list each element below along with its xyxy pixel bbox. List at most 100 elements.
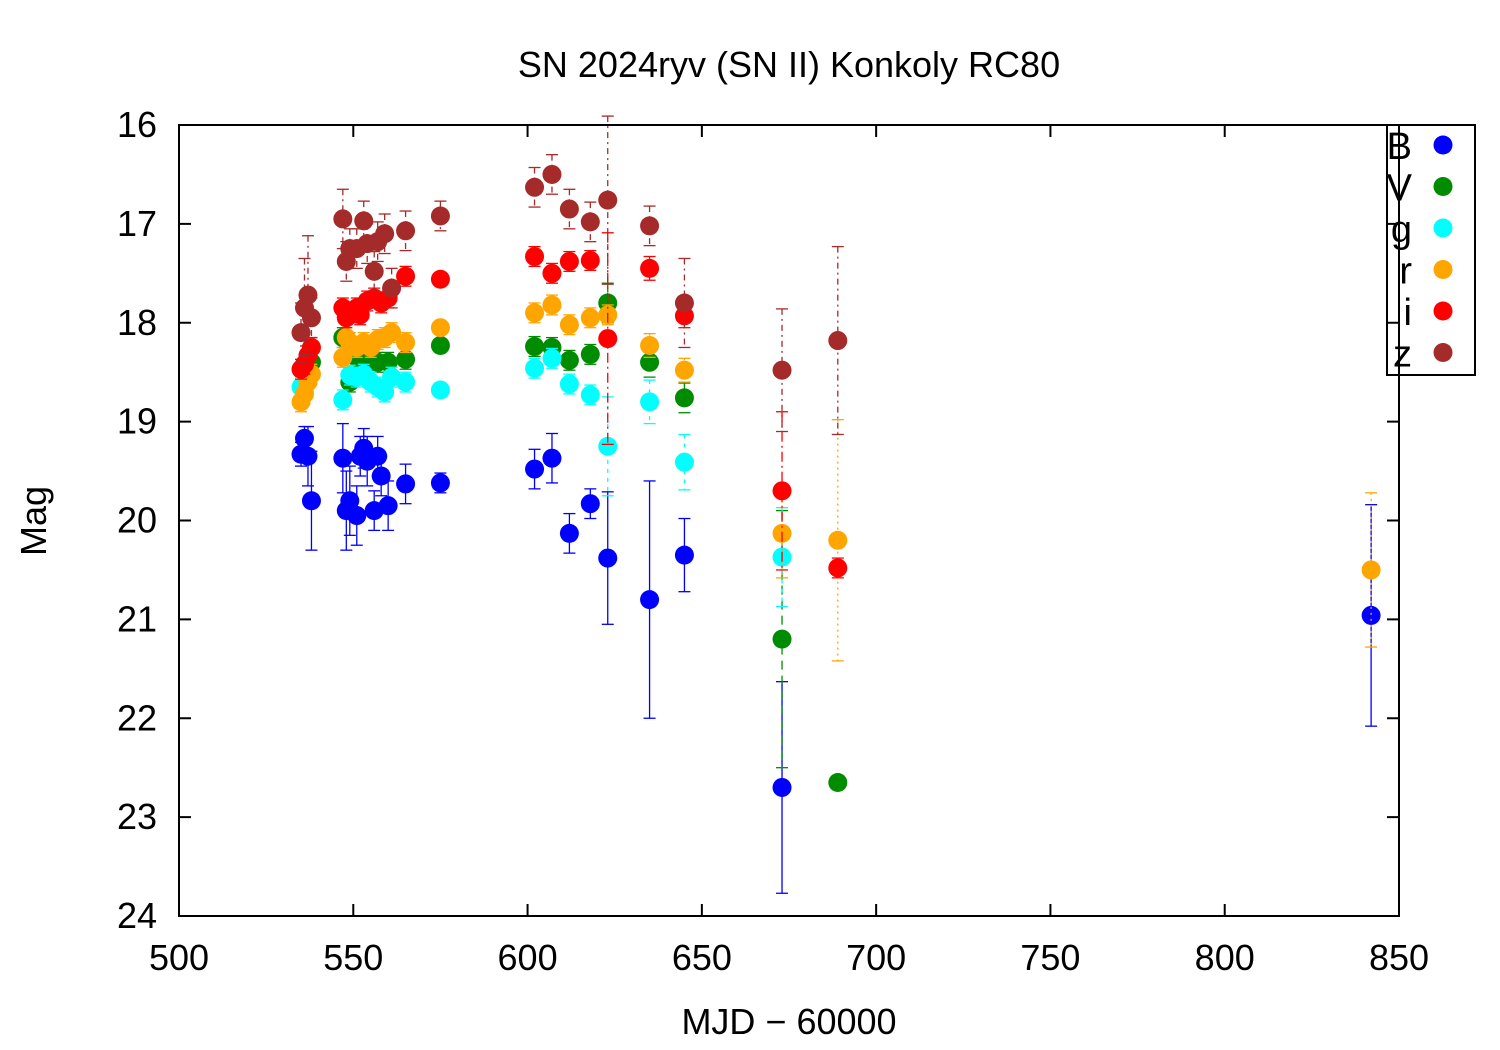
x-axis-title: MJD − 60000 [681,1001,896,1042]
data-point-i [580,250,600,270]
data-point-g [396,372,416,392]
series-g [291,347,792,608]
data-point-z [333,209,353,229]
data-point-z [364,261,384,281]
series-B [291,422,1381,894]
data-point-z [430,206,450,226]
data-point-i [542,263,562,283]
y-tick-label: 20 [117,500,157,541]
legend-label-i: i [1404,292,1412,334]
data-point-g [430,380,450,400]
data-point-g [525,358,545,378]
data-point-B [674,545,694,565]
y-tick-label: 17 [117,203,157,244]
data-point-i [396,266,416,286]
legend-marker-g [1433,218,1453,238]
data-point-z [640,216,660,236]
data-point-z [772,360,792,380]
y-tick-label: 18 [117,302,157,343]
data-point-i [559,251,579,271]
data-point-V [640,352,660,372]
data-layer [291,115,1381,894]
data-point-r [396,333,416,353]
data-point-g [640,392,660,412]
data-point-r [1361,560,1381,580]
data-point-r [580,308,600,328]
data-point-V [396,349,416,369]
data-point-B [347,506,367,526]
y-tick-label: 21 [117,598,157,639]
legend-marker-B [1433,135,1453,155]
legend-label-B: B [1387,126,1412,168]
data-point-z [354,211,374,231]
data-point-B [298,446,318,466]
data-point-z [382,278,402,298]
x-tick-label: 850 [1369,937,1429,978]
y-tick-label: 16 [117,104,157,145]
data-point-g [580,385,600,405]
legend-box [1386,124,1476,376]
data-point-r [525,303,545,323]
axis-ticks: 500 550 600 650 700 750 800 850 16 17 18 19 20 21 22 23… [117,104,1429,978]
data-point-i [772,481,792,501]
data-point-B [333,448,353,468]
data-point-B [772,777,792,797]
data-point-V [525,336,545,356]
data-point-z [542,164,562,184]
data-point-g [333,390,353,410]
y-tick-label: 19 [117,401,157,442]
data-point-r [640,335,660,355]
y-axis-title: Mag [13,486,54,556]
data-point-r [382,323,402,343]
data-point-B [396,474,416,494]
x-tick-label: 500 [149,937,209,978]
data-point-r [828,530,848,550]
series-r [291,294,1381,662]
data-point-r [542,295,562,315]
data-point-V [559,350,579,370]
data-point-B [525,459,545,479]
x-tick-label: 700 [846,937,906,978]
data-point-B [1361,605,1381,625]
y-tick-label: 24 [117,895,157,936]
data-point-z [674,293,694,313]
data-point-g [542,348,562,368]
data-point-z [375,224,395,244]
data-point-B [580,494,600,514]
data-point-i [640,258,660,278]
data-point-z [396,221,416,241]
data-point-r [559,315,579,335]
x-tick-label: 600 [498,937,558,978]
data-point-i [598,329,618,349]
data-point-V [580,344,600,364]
legend-label-g: g [1391,209,1412,251]
data-point-z [301,308,321,328]
data-point-i [430,269,450,289]
data-point-B [430,473,450,493]
data-point-g [598,436,618,456]
data-point-B [301,491,321,511]
data-point-V [430,335,450,355]
data-point-V [772,629,792,649]
data-point-V [674,388,694,408]
data-point-g [674,452,694,472]
data-point-z [598,190,618,210]
legend-marker-i [1433,301,1453,321]
x-tick-label: 800 [1195,937,1255,978]
data-point-B [640,590,660,610]
data-point-V [828,773,848,793]
chart-title: SN 2024ryv (SN II) Konkoly RC80 [518,44,1060,85]
data-point-z [559,199,579,219]
legend-marker-z [1433,343,1453,362]
data-point-B [559,523,579,543]
data-point-i [301,337,321,357]
data-point-B [542,448,562,468]
data-point-i [828,558,848,578]
x-tick-label: 750 [1020,937,1080,978]
data-point-z [580,212,600,232]
data-point-z [525,177,545,197]
legend-marker-V [1433,177,1453,196]
data-point-z [298,285,318,305]
